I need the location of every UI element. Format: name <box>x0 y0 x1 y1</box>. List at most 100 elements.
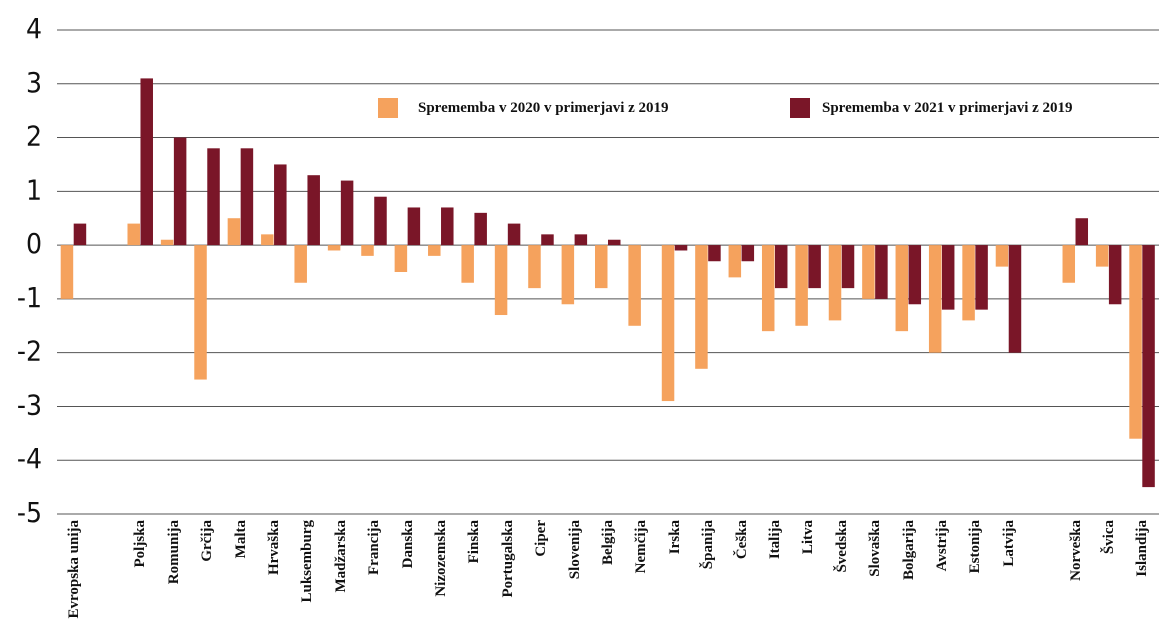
y-tick-label: 2 <box>26 120 42 153</box>
bar <box>561 245 575 305</box>
x-tick-label: Luksemburg <box>299 520 316 603</box>
legend-key <box>378 98 398 118</box>
bar <box>862 245 875 299</box>
bar <box>461 245 474 283</box>
bar <box>140 78 153 246</box>
y-tick-label: -5 <box>17 496 42 529</box>
bar <box>1008 245 1022 353</box>
bar <box>194 245 207 380</box>
bar <box>761 245 775 332</box>
bar <box>741 245 755 262</box>
x-tick-label: Španija <box>700 520 717 570</box>
bar <box>374 196 387 246</box>
x-tick-label: Islandija <box>1134 520 1151 577</box>
bar <box>995 245 1009 267</box>
bar <box>494 245 508 316</box>
x-tick-label: Italija <box>766 520 783 560</box>
bar <box>774 245 788 289</box>
x-tick-label: Ciper <box>533 520 550 557</box>
x-tick-label: Grčija <box>199 520 216 562</box>
x-tick-label: Danska <box>399 520 416 569</box>
bar <box>728 245 742 278</box>
x-tick-label: Irska <box>666 520 683 555</box>
x-tick-label: Madžarska <box>332 520 349 593</box>
y-tick-label: 0 <box>26 227 42 260</box>
bar <box>407 207 421 246</box>
x-tick-label: Bolgarija <box>900 520 917 580</box>
bar <box>394 245 408 272</box>
bar <box>160 239 174 246</box>
bar <box>173 137 187 246</box>
bar <box>340 180 354 246</box>
bar <box>808 245 821 289</box>
legend-text: Sprememba v 2021 v primerjavi z 2019 <box>822 97 1142 119</box>
bar <box>828 245 842 321</box>
x-tick-label: Francija <box>366 520 383 575</box>
x-tick-label: Estonija <box>967 520 984 574</box>
bar <box>962 245 975 321</box>
x-tick-label: Malta <box>232 520 249 559</box>
x-tick-label: Švica <box>1100 520 1117 555</box>
bar <box>928 245 942 353</box>
bar <box>1108 245 1122 305</box>
x-tick-label: Litva <box>800 520 817 555</box>
y-tick-label: -3 <box>17 388 42 421</box>
x-tick-label: Latvija <box>1000 520 1017 567</box>
x-tick-label: Avstrija <box>933 520 950 572</box>
x-tick-label: Nemčija <box>633 520 650 574</box>
x-tick-label: Evropska unija <box>65 520 82 619</box>
y-tick-label: -1 <box>17 281 42 314</box>
x-tick-label: Romunija <box>165 520 182 585</box>
bar <box>841 245 855 289</box>
x-tick-label: Portugalska <box>499 520 516 598</box>
bar <box>674 245 688 251</box>
bar <box>1095 245 1109 267</box>
bar <box>875 245 888 299</box>
x-tick-label: Švedska <box>833 520 850 573</box>
bar <box>908 245 922 305</box>
y-tick-label: -2 <box>17 335 42 368</box>
bar <box>60 245 74 299</box>
bar <box>261 234 274 246</box>
bar <box>361 245 374 256</box>
bar <box>1142 245 1155 488</box>
bar <box>595 245 608 289</box>
bar <box>975 245 988 310</box>
bar <box>73 223 87 246</box>
bar <box>294 245 307 283</box>
bar <box>941 245 955 310</box>
x-tick-label: Belgija <box>600 520 616 565</box>
bar <box>240 148 254 246</box>
y-tick-label: 3 <box>26 66 42 99</box>
bar <box>661 245 675 402</box>
legend-text: Sprememba v 2020 v primerjavi z 2019 <box>418 97 738 119</box>
bar <box>274 164 287 246</box>
bar <box>127 223 140 246</box>
x-tick-label: Finska <box>466 520 483 564</box>
x-tick-label: Hrvaška <box>266 520 283 576</box>
y-tick-label: 4 <box>26 12 42 45</box>
bar <box>541 234 554 246</box>
bar <box>1062 245 1076 283</box>
bar <box>795 245 808 326</box>
bar <box>608 239 621 246</box>
x-tick-label: Slovaška <box>867 520 884 577</box>
bar <box>574 234 588 246</box>
bar <box>895 245 909 332</box>
x-tick-label: Slovenija <box>566 520 583 580</box>
bar <box>441 207 454 246</box>
bar <box>428 245 441 256</box>
bar <box>695 245 708 369</box>
bar <box>207 148 220 246</box>
x-tick-label: Češka <box>733 520 750 560</box>
bar <box>708 245 721 262</box>
bar <box>528 245 541 289</box>
bar <box>227 218 241 246</box>
bar <box>1129 245 1142 439</box>
bar <box>507 223 521 246</box>
y-tick-label: 1 <box>26 173 42 206</box>
bar <box>628 245 641 326</box>
x-tick-label: Poljska <box>132 520 149 568</box>
bar <box>327 245 341 251</box>
